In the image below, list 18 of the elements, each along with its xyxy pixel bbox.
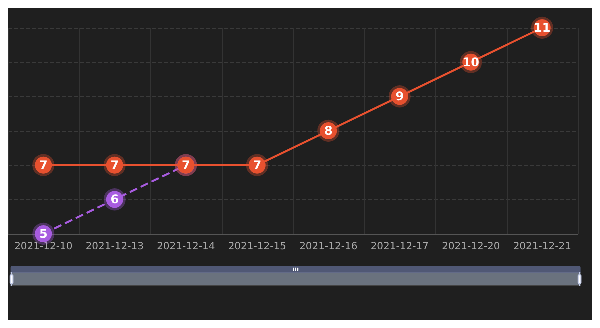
x-tick-label: 2021-12-14 (157, 242, 216, 252)
data-label: 7 (39, 158, 48, 172)
x-tick-label: 2021-12-20 (442, 242, 500, 252)
data-label: 7 (110, 158, 120, 172)
x-tick-label: 2021-12-15 (228, 242, 286, 252)
data-label: 8 (324, 124, 333, 138)
data-label: 5 (39, 227, 48, 241)
data-label: 10 (462, 55, 480, 70)
data-label: 11 (534, 21, 551, 35)
x-tick-label: 2021-12-13 (86, 242, 144, 252)
x-tick-label: 2021-12-17 (370, 242, 429, 252)
data-label: 6 (110, 192, 120, 207)
x-tick-label: 2021-12-21 (513, 242, 572, 252)
x-tick-label: 2021-12-16 (300, 242, 358, 252)
data-label: 7 (253, 158, 262, 172)
x-tick-label: 2021-12-10 (14, 242, 73, 252)
data-label: 9 (396, 90, 404, 104)
data-label: 7 (182, 158, 190, 172)
